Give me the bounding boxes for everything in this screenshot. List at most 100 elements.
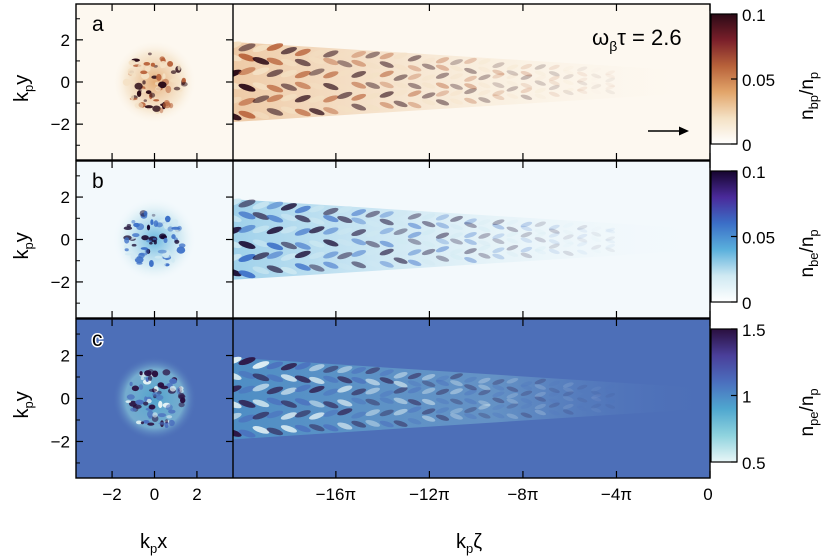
- filament-spot: [158, 400, 163, 409]
- filament-streak: [365, 104, 380, 112]
- filament-streak: [548, 391, 560, 397]
- filament-spot: [128, 60, 136, 66]
- filament-streak: [233, 240, 242, 249]
- filament-streak: [309, 376, 325, 384]
- filament-streak: [407, 213, 422, 220]
- filament-streak: [233, 356, 242, 365]
- filament-streak: [379, 218, 394, 226]
- filament-streak: [534, 75, 546, 82]
- filament-spot: [158, 81, 167, 89]
- filament-streak: [492, 72, 505, 79]
- filament-spot: [142, 420, 150, 424]
- filament-envelope: [233, 199, 710, 280]
- filament-streak: [266, 386, 284, 395]
- filament-streak: [421, 415, 436, 422]
- filament-streak: [233, 400, 242, 409]
- filament-spot: [152, 105, 161, 112]
- filament-streak: [393, 408, 408, 416]
- filament-spot: [135, 399, 144, 405]
- filament-streak: [233, 53, 242, 62]
- filament-streak: [464, 57, 477, 64]
- filament-streak: [238, 67, 256, 76]
- filament-streak: [534, 229, 546, 235]
- filament-spot: [171, 226, 181, 230]
- filament-streak: [252, 67, 270, 76]
- filament-streak: [520, 231, 533, 238]
- filament-streak: [534, 403, 546, 410]
- filament-streak: [238, 357, 256, 366]
- filament-streak: [238, 241, 256, 249]
- filament-spot: [165, 404, 173, 411]
- filament-streak: [280, 93, 297, 102]
- filament-streak: [294, 215, 311, 223]
- panel-letter: a: [92, 13, 104, 36]
- filament-streak: [534, 409, 546, 416]
- filament-streak: [435, 388, 450, 396]
- y-axis-label: kpy: [11, 391, 36, 418]
- filament-streak: [280, 226, 297, 234]
- filament-spot: [128, 72, 137, 78]
- filament-streak: [393, 257, 408, 264]
- filament-streak: [478, 252, 491, 259]
- filament-spot: [167, 61, 174, 67]
- filament-spot: [165, 85, 172, 94]
- filament-spot: [148, 52, 152, 56]
- filament-streak: [534, 221, 546, 227]
- filament-streak: [365, 230, 380, 238]
- filament-streak: [351, 388, 367, 396]
- filament-streak: [337, 252, 353, 260]
- filament-streak: [506, 226, 519, 233]
- filament-streak: [577, 249, 588, 255]
- colorbar-c: 0.5 1 1.5 npe/np: [710, 321, 821, 473]
- filament-streak: [323, 207, 339, 216]
- filament-streak: [605, 400, 616, 405]
- filament-streak: [266, 251, 284, 259]
- filament-streak: [450, 73, 463, 80]
- filament-streak: [393, 52, 408, 59]
- filament-streak: [323, 239, 339, 247]
- filament-spot: [153, 99, 160, 102]
- filament-streak: [506, 93, 519, 99]
- filament-streak: [393, 380, 408, 388]
- filament-streak: [309, 82, 325, 90]
- filament-streak: [534, 231, 546, 238]
- filament-streak: [562, 250, 574, 256]
- filament-streak: [238, 53, 256, 62]
- y-tick-label: 0: [61, 390, 70, 409]
- filament-streak: [562, 79, 574, 85]
- filament-streak: [337, 239, 353, 247]
- filament-streak: [450, 238, 463, 245]
- filament-spot: [129, 381, 133, 387]
- filament-streak: [238, 370, 256, 379]
- filament-streak: [591, 84, 602, 90]
- filament-streak: [562, 74, 574, 80]
- filament-streak: [280, 83, 297, 91]
- filament-spot: [124, 248, 129, 252]
- filament-streak: [421, 63, 436, 70]
- filament-spot: [148, 388, 158, 392]
- filament-streak: [365, 367, 380, 375]
- filament-streak: [464, 413, 477, 420]
- filament-streak: [379, 377, 394, 384]
- filament-spot: [150, 62, 155, 67]
- filament-streak: [520, 403, 533, 409]
- filament-streak: [464, 218, 477, 225]
- filament-streak: [492, 384, 505, 391]
- filament-spot: [140, 376, 145, 381]
- filament-streak: [492, 412, 505, 419]
- filament-streak: [309, 251, 325, 259]
- filament-streak: [435, 375, 450, 382]
- filament-spot: [149, 260, 154, 267]
- filament-streak: [450, 413, 463, 420]
- filament-streak: [577, 71, 588, 77]
- filament-streak: [233, 226, 242, 235]
- filament-streak: [591, 67, 602, 73]
- filament-streak: [548, 410, 560, 416]
- filament-streak: [506, 392, 519, 399]
- filament-spot: [176, 387, 181, 395]
- filament-spot: [144, 396, 148, 402]
- filament-streak: [365, 92, 380, 100]
- filament-streak: [478, 74, 491, 81]
- filament-spot: [131, 385, 139, 392]
- filament-streak: [323, 424, 339, 432]
